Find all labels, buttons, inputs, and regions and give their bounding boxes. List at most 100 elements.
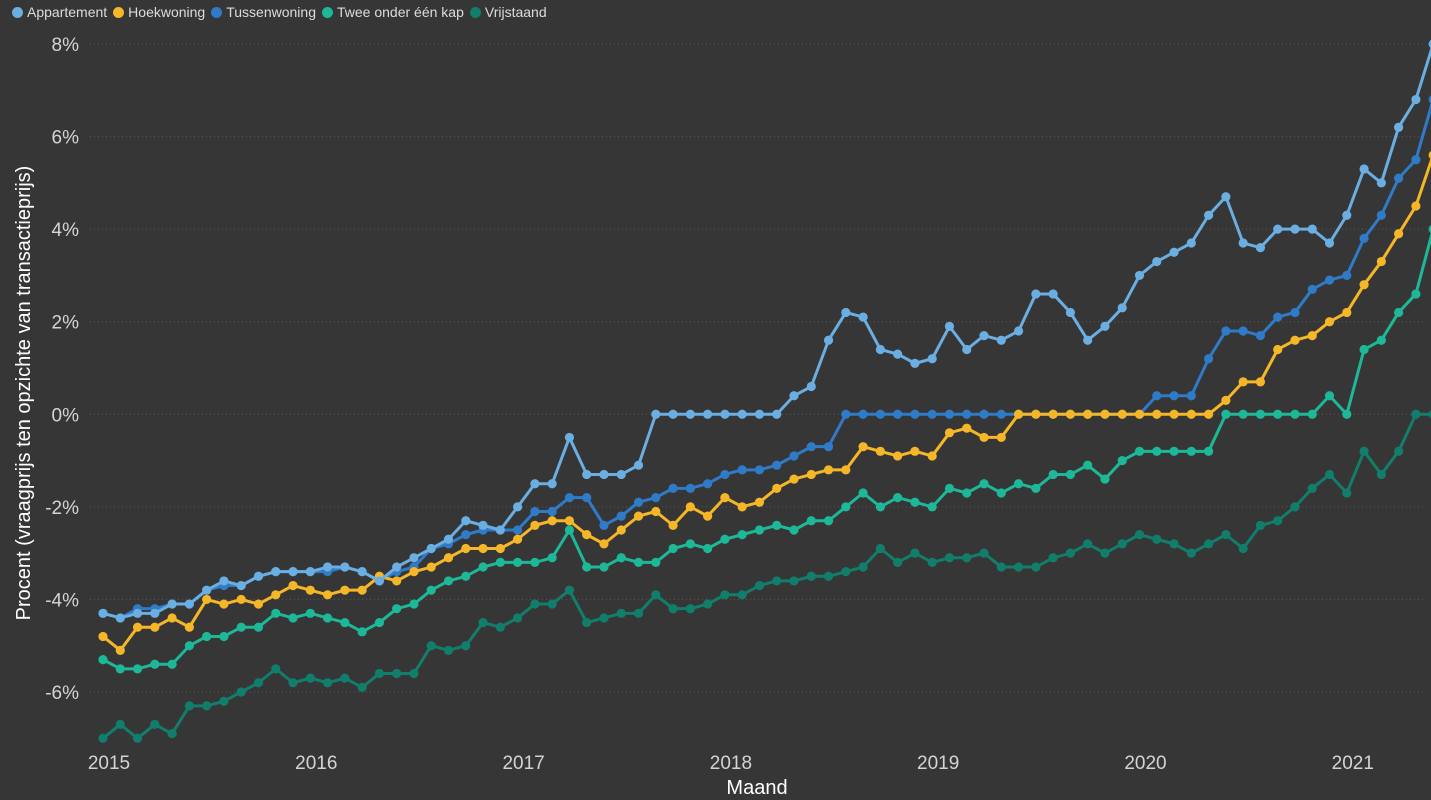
legend-item[interactable]: Hoekwoning bbox=[113, 4, 205, 20]
data-point bbox=[962, 423, 972, 433]
data-point bbox=[322, 678, 333, 688]
data-point bbox=[1376, 335, 1386, 345]
data-point bbox=[495, 543, 505, 554]
data-point bbox=[478, 562, 488, 572]
data-point bbox=[1411, 94, 1421, 105]
data-point bbox=[633, 608, 644, 618]
data-point bbox=[392, 668, 402, 679]
data-point bbox=[132, 664, 143, 674]
data-point bbox=[305, 567, 315, 577]
data-point bbox=[478, 617, 488, 628]
y-tick-label: 0% bbox=[52, 405, 80, 426]
legend-dot-icon bbox=[113, 6, 125, 18]
data-point bbox=[651, 493, 661, 503]
legend-dot-icon bbox=[12, 6, 23, 18]
legend-label: Hoekwoning bbox=[128, 4, 206, 20]
data-point bbox=[789, 474, 799, 484]
data-point bbox=[530, 520, 540, 530]
data-point bbox=[1013, 479, 1024, 489]
data-point bbox=[1169, 391, 1179, 401]
data-point bbox=[720, 590, 730, 600]
data-point bbox=[841, 465, 851, 475]
data-point bbox=[582, 469, 592, 480]
data-point bbox=[340, 585, 350, 595]
data-point bbox=[513, 557, 523, 568]
data-point bbox=[789, 576, 799, 586]
data-point bbox=[841, 409, 851, 419]
data-point bbox=[1152, 409, 1162, 419]
data-point bbox=[530, 599, 540, 609]
data-point bbox=[1117, 539, 1127, 549]
data-point bbox=[651, 409, 661, 419]
y-axis-title: Procent (vraagprijs ten opzichte van tra… bbox=[13, 166, 35, 621]
data-point bbox=[564, 432, 575, 443]
y-tick-label: 4% bbox=[52, 220, 80, 241]
series-line bbox=[102, 231, 1431, 671]
data-point bbox=[1359, 233, 1369, 243]
data-point bbox=[513, 613, 523, 623]
data-point bbox=[1255, 243, 1266, 253]
data-point bbox=[616, 525, 626, 535]
legend-item[interactable]: Tussenwoning bbox=[211, 4, 316, 20]
data-point bbox=[1342, 409, 1352, 419]
data-point bbox=[720, 493, 730, 503]
data-point bbox=[1065, 469, 1075, 480]
legend-label: Vrijstaand bbox=[484, 4, 547, 20]
y-tick-label: 6% bbox=[52, 128, 80, 149]
data-point bbox=[823, 571, 834, 581]
data-point bbox=[944, 321, 955, 331]
data-point bbox=[374, 668, 384, 679]
data-point bbox=[1013, 562, 1024, 572]
legend-item[interactable]: Appartement bbox=[12, 4, 107, 20]
data-point bbox=[1169, 446, 1179, 456]
data-point bbox=[1359, 164, 1369, 174]
data-point bbox=[1255, 331, 1266, 341]
data-point bbox=[1100, 409, 1110, 419]
data-point bbox=[340, 617, 350, 628]
data-point bbox=[754, 497, 765, 507]
data-point bbox=[1048, 553, 1058, 563]
data-point bbox=[1324, 317, 1335, 327]
data-point bbox=[253, 599, 264, 609]
data-point bbox=[962, 553, 972, 563]
data-point bbox=[495, 525, 505, 535]
legend-label: Tussenwoning bbox=[226, 4, 316, 20]
legend-item[interactable]: Vrijstaand bbox=[469, 4, 547, 20]
data-point bbox=[893, 349, 903, 359]
legend-dot-icon bbox=[322, 6, 333, 18]
data-point bbox=[979, 432, 989, 443]
data-point bbox=[150, 622, 160, 632]
data-point bbox=[599, 562, 609, 572]
data-point bbox=[1324, 469, 1335, 480]
data-point bbox=[202, 585, 212, 595]
data-point bbox=[547, 599, 557, 609]
data-point bbox=[167, 599, 177, 609]
data-point bbox=[288, 613, 298, 623]
data-point bbox=[1152, 446, 1162, 456]
data-point bbox=[772, 409, 782, 419]
legend-item[interactable]: Twee onder één kap bbox=[322, 4, 464, 20]
data-point bbox=[806, 516, 816, 526]
data-point bbox=[823, 335, 834, 345]
data-point bbox=[754, 580, 765, 591]
data-point bbox=[202, 631, 212, 642]
data-point bbox=[651, 590, 661, 600]
data-point bbox=[340, 562, 350, 572]
data-point bbox=[841, 307, 851, 318]
data-point bbox=[1324, 391, 1335, 401]
data-point bbox=[616, 608, 626, 618]
data-point bbox=[1100, 548, 1110, 558]
data-point bbox=[340, 673, 350, 683]
data-point bbox=[1273, 344, 1283, 355]
data-point bbox=[1083, 539, 1093, 549]
data-point bbox=[668, 520, 678, 530]
data-point bbox=[1238, 409, 1248, 419]
data-point bbox=[1238, 543, 1248, 554]
data-point bbox=[685, 539, 695, 549]
data-point bbox=[392, 604, 402, 614]
data-point bbox=[1083, 335, 1093, 345]
data-point bbox=[443, 534, 454, 544]
data-point bbox=[703, 599, 713, 609]
data-point bbox=[737, 530, 747, 540]
data-point bbox=[1031, 562, 1041, 572]
